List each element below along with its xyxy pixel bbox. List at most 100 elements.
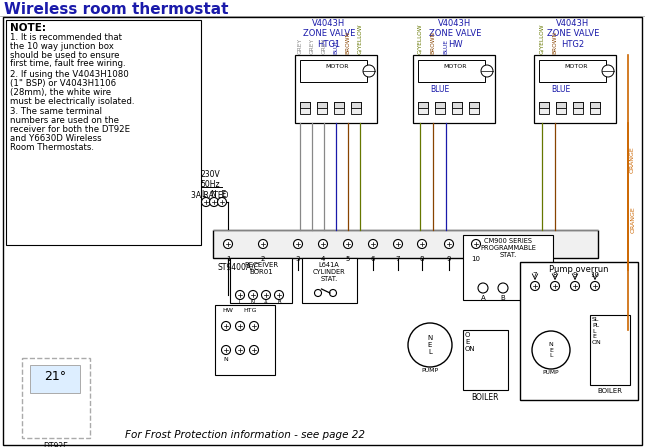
Text: 8: 8 [553,272,557,278]
Text: B: B [501,295,506,301]
Text: 9: 9 [573,272,577,278]
Bar [469,102,479,108]
Text: CM900 SERIES
PROGRAMMABLE
STAT.: CM900 SERIES PROGRAMMABLE STAT. [480,238,536,258]
Bar [351,102,361,114]
Circle shape [261,291,270,299]
Text: ORANGE: ORANGE [630,147,635,173]
Circle shape [363,65,375,77]
Text: HTG: HTG [243,308,257,313]
Text: BOILER: BOILER [471,393,499,402]
Bar [300,102,310,114]
Text: 7: 7 [396,256,401,262]
Text: BLUE: BLUE [551,85,570,94]
Text: 6: 6 [371,256,375,262]
Text: 7: 7 [533,272,537,278]
Text: BROWN: BROWN [553,31,557,54]
Circle shape [235,291,244,299]
Text: DT92E
WIRELESS ROOM
THERMOSTAT: DT92E WIRELESS ROOM THERMOSTAT [24,442,88,447]
Text: 3: 3 [296,256,301,262]
Circle shape [471,240,481,249]
Circle shape [408,323,452,367]
Text: SL
PL
L
E
ON: SL PL L E ON [592,317,602,345]
Bar [317,102,327,108]
Bar [539,60,606,82]
Bar [334,102,344,114]
Text: O
E
ON: O E ON [465,332,475,352]
Text: RECEIVER
BOR01: RECEIVER BOR01 [244,262,278,275]
Text: 5: 5 [346,256,350,262]
Circle shape [210,198,219,207]
Bar [334,102,344,108]
Text: 21°: 21° [44,371,66,384]
Text: N: N [251,300,255,305]
Circle shape [550,282,559,291]
Bar [30,365,80,393]
Circle shape [259,240,268,249]
Text: N
E
L: N E L [549,342,553,358]
Text: and Y6630D Wireless: and Y6630D Wireless [10,134,102,143]
Text: BROWN: BROWN [430,31,435,54]
Text: GREY: GREY [321,38,326,54]
Text: MOTOR: MOTOR [564,64,588,69]
Circle shape [532,331,570,369]
Bar [590,315,630,385]
Text: 2: 2 [261,256,265,262]
Circle shape [224,240,232,249]
Text: For Frost Protection information - see page 22: For Frost Protection information - see p… [125,430,365,440]
Circle shape [221,321,230,330]
Bar [463,235,553,300]
Text: V4043H
ZONE VALVE
HW: V4043H ZONE VALVE HW [429,19,481,49]
Circle shape [201,198,210,207]
Bar [539,102,549,114]
Circle shape [478,283,488,293]
Text: G/YELLOW: G/YELLOW [417,24,422,54]
Text: MOTOR: MOTOR [443,64,466,69]
Bar [556,102,566,114]
Circle shape [250,321,259,330]
Text: N
E
L: N E L [428,335,433,355]
Bar [463,330,508,390]
Bar [435,102,445,114]
Text: 230V
50Hz
3A RATED: 230V 50Hz 3A RATED [192,170,229,200]
Circle shape [235,321,244,330]
Circle shape [217,198,226,207]
Circle shape [570,282,579,291]
Text: L  N  E: L N E [202,190,226,199]
Text: A: A [264,300,268,305]
Circle shape [444,240,453,249]
Circle shape [498,283,508,293]
Bar [413,55,495,123]
Bar [590,102,600,108]
Circle shape [481,65,493,77]
Bar [469,102,479,114]
Text: 4: 4 [321,256,325,262]
Text: BLUE: BLUE [444,39,448,54]
Bar [452,102,462,114]
Text: 9: 9 [447,256,451,262]
Bar [520,262,638,400]
Circle shape [319,240,328,249]
Circle shape [393,240,402,249]
Text: 1: 1 [226,256,230,262]
Circle shape [275,291,284,299]
Circle shape [250,346,259,354]
Text: L641A
CYLINDER
STAT.: L641A CYLINDER STAT. [313,262,345,282]
Text: first time, fault free wiring.: first time, fault free wiring. [10,59,126,68]
Text: Room Thermostats.: Room Thermostats. [10,143,94,152]
Bar [534,55,616,123]
Bar [573,102,583,114]
Circle shape [530,282,539,291]
Text: N: N [224,357,228,362]
Text: 2. If using the V4043H1080: 2. If using the V4043H1080 [10,70,129,79]
Circle shape [235,346,244,354]
Text: ORANGE: ORANGE [631,207,636,233]
Circle shape [293,240,303,249]
Bar [573,102,583,108]
Circle shape [248,291,257,299]
Bar [215,305,275,375]
Circle shape [602,65,614,77]
Text: Wireless room thermostat: Wireless room thermostat [4,2,228,17]
Bar [351,102,361,108]
Bar [6,20,201,245]
Bar [302,258,357,303]
